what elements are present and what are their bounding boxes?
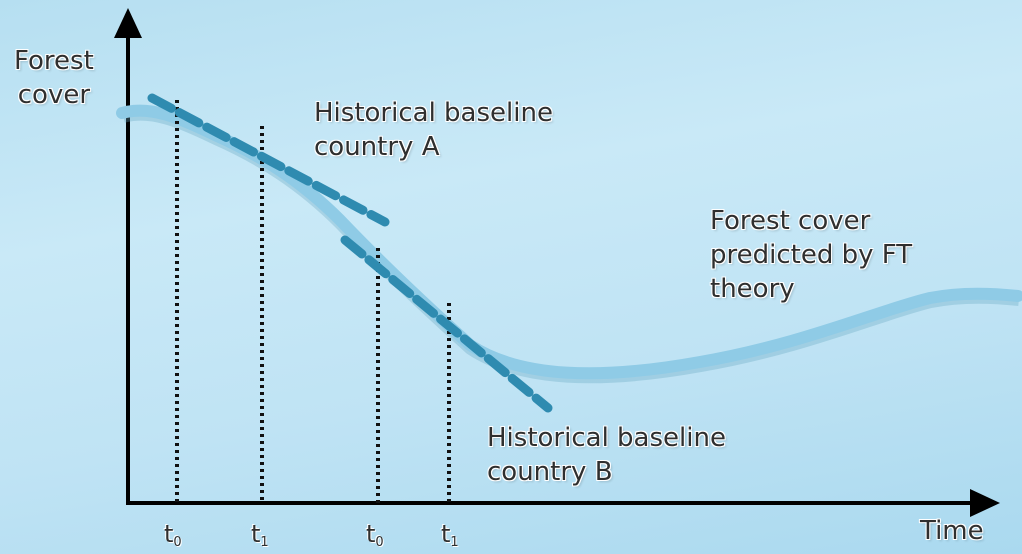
tick-t0-b-sub: 0	[375, 535, 384, 550]
tick-t0-b-base: t	[366, 520, 376, 548]
baseline-b-label: Historical baseline country B	[487, 421, 726, 489]
y-axis-label-line1: Forest	[14, 46, 94, 76]
tick-t1-b-sub: 1	[450, 535, 459, 550]
y-axis-label-line2: cover	[17, 80, 91, 110]
baseline-a-label: Historical baseline country A	[314, 96, 553, 164]
x-axis-label: Time	[920, 516, 984, 546]
tick-t0-a-base: t	[164, 520, 174, 548]
y-axis-label: Forest cover	[14, 44, 94, 112]
baseline-a-label-line1: Historical baseline	[314, 98, 553, 128]
y-axis-arrow-icon	[114, 8, 142, 38]
tick-t1-b-base: t	[441, 520, 451, 548]
baseline-b-dashed-line	[340, 235, 553, 413]
ft-label-line3: theory	[710, 274, 795, 304]
x-axis-arrow-icon	[970, 489, 1000, 517]
tick-t1-a-sub: 1	[260, 535, 269, 550]
tick-t1-a: t1	[251, 520, 269, 550]
tick-t1-a-base: t	[251, 520, 261, 548]
baseline-b-label-line1: Historical baseline	[487, 423, 726, 453]
ft-prediction-label: Forest cover predicted by FT theory	[710, 204, 912, 306]
ft-label-line2: predicted by FT	[710, 240, 913, 270]
baseline-a-dashed-line	[147, 93, 390, 227]
ft-label-line1: Forest cover	[710, 206, 871, 236]
baseline-b-label-line2: country B	[487, 457, 613, 487]
tick-t0-a: t0	[164, 520, 182, 550]
tick-t0-b: t0	[366, 520, 384, 550]
tick-t1-b: t1	[441, 520, 459, 550]
baseline-a-label-line2: country A	[314, 132, 440, 162]
tick-t0-a-sub: 0	[173, 535, 182, 550]
